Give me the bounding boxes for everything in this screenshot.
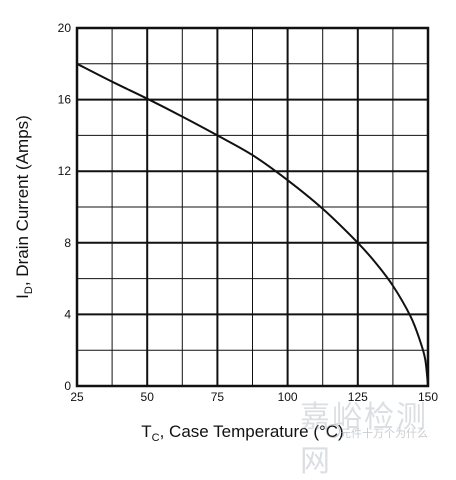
chart: 25 50 75 100 125 150 0 4 8 12 16 20 TC, Case Tempera…: [13, 21, 438, 444]
y-axis-title: ID, Drain Current (Amps): [13, 115, 35, 299]
x-tick-label: 50: [141, 390, 155, 404]
y-tick-label: 8: [64, 236, 71, 250]
y-tick-label: 0: [64, 379, 71, 393]
x-tick-label: 75: [211, 390, 225, 404]
x-axis-title: TC, Case Temperature (°C): [141, 422, 343, 444]
watermark-subtext: 元件十万个为什么: [340, 427, 428, 440]
y-tick-label: 4: [64, 307, 71, 321]
y-tick-label: 12: [58, 164, 72, 178]
watermark-icon: [326, 424, 340, 438]
x-tick-label: 100: [278, 390, 298, 404]
x-tick-label: 125: [348, 390, 368, 404]
y-tick-label: 20: [58, 21, 72, 35]
x-tick-label: 25: [70, 390, 84, 404]
y-tick-label: 16: [58, 93, 72, 107]
x-tick-label: 150: [418, 390, 438, 404]
plot-frame: [75, 26, 430, 388]
series-line: [76, 62, 429, 387]
